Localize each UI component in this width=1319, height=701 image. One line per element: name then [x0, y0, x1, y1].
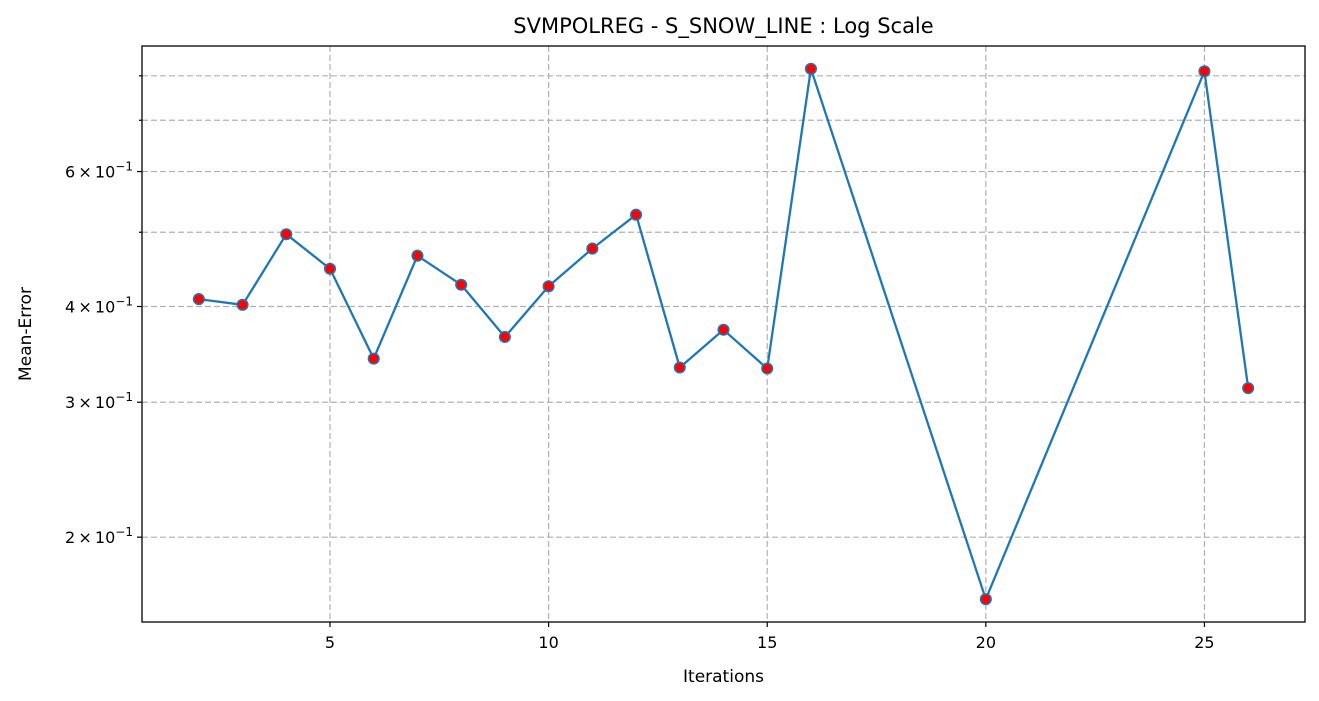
data-point	[542, 280, 555, 293]
x-tick-label: 10	[538, 633, 558, 652]
data-point	[586, 242, 599, 255]
y-tick-label: 6 × 10−1	[65, 160, 133, 182]
y-tick-label: 3 × 10−1	[65, 390, 133, 412]
data-point	[280, 228, 293, 241]
ticks-layer: 5 10 15 20 25 2 × 10−1 3 × 10−1 4 × 10−1 6 × 10−…	[65, 75, 1215, 652]
data-point	[411, 249, 424, 262]
y-axis-label: Mean-Error	[16, 287, 36, 381]
x-tick-label: 25	[1194, 633, 1214, 652]
x-axis-label: Iterations	[683, 667, 764, 687]
x-tick-label: 20	[976, 633, 996, 652]
grid-layer	[142, 46, 1305, 622]
y-tick-label: 2 × 10−1	[65, 525, 133, 547]
data-point	[192, 293, 205, 306]
data-point	[1242, 382, 1255, 395]
data-point	[761, 362, 774, 375]
data-point	[979, 593, 992, 606]
data-point	[498, 330, 511, 344]
plot-frame	[141, 45, 1306, 623]
series-layer	[192, 62, 1255, 606]
data-point	[1198, 65, 1211, 78]
data-point	[236, 298, 249, 311]
y-tick-label: 4 × 10−1	[65, 294, 133, 316]
data-point	[323, 262, 337, 275]
chart-title: SVMPOLREG - S_SNOW_LINE : Log Scale	[513, 14, 933, 39]
data-point	[673, 361, 686, 374]
data-point	[455, 278, 468, 291]
x-tick-label: 15	[757, 633, 777, 652]
data-point	[367, 352, 380, 365]
data-point	[630, 208, 643, 221]
series-line	[198, 67, 1250, 601]
data-point	[717, 323, 730, 336]
data-point	[804, 62, 817, 75]
x-tick-label: 5	[325, 633, 335, 652]
